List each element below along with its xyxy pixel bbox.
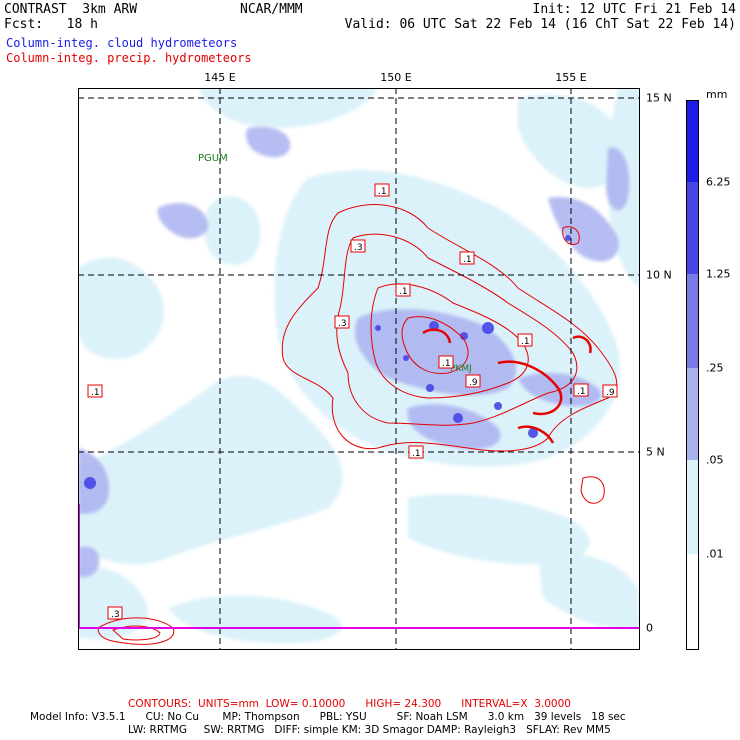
colorbar-band <box>686 182 699 274</box>
contour-label: .9 <box>606 388 615 398</box>
model-title: CONTRAST 3km ARW <box>4 2 138 17</box>
forecast-hour: Fcst: 18 h <box>4 17 98 32</box>
contour-mid <box>336 233 578 426</box>
contour-field-label: Column-integ. precip. hydrometeors <box>6 51 252 65</box>
station-pkmj: PKMJ <box>450 364 472 374</box>
contour-heavy-south <box>517 425 555 444</box>
contour-label: .1 <box>412 449 421 459</box>
contour-heavy-center <box>422 328 452 344</box>
colorbar-band <box>686 100 699 182</box>
contour-core <box>401 316 469 375</box>
contour-label: .9 <box>469 378 478 388</box>
colorbar-band <box>686 274 699 368</box>
contour-label: .1 <box>442 359 451 369</box>
institution-label: NCAR/MMM <box>240 2 303 17</box>
colorbar-unit: mm <box>706 88 728 101</box>
precip-contours <box>97 204 618 645</box>
contour-label: .3 <box>354 243 363 253</box>
colorbar-level: .25 <box>706 361 724 375</box>
lat-label-0: 0 <box>646 621 653 635</box>
contour-label: .1 <box>577 387 586 397</box>
graticule <box>78 88 640 650</box>
lon-label-155: 155 E <box>555 71 587 84</box>
contour-heavy-northeast <box>572 335 592 354</box>
colorbar <box>686 100 699 650</box>
lat-label-5n: 5 N <box>646 445 665 459</box>
contour-northeast <box>562 226 580 245</box>
contour-label: .1 <box>399 287 408 297</box>
contour-label: .1 <box>91 388 100 398</box>
contour-label: .1 <box>521 337 530 347</box>
precip-contours-heavy <box>422 328 592 444</box>
contour-label: .1 <box>378 187 387 197</box>
colorbar-band <box>686 368 699 460</box>
contour-info: CONTOURS: UNITS=mm LOW= 0.10000 HIGH= 24… <box>128 698 571 710</box>
colorbar-level: .05 <box>706 453 724 467</box>
contour-label: .1 <box>463 255 472 265</box>
lat-label-15n: 15 N <box>646 91 672 105</box>
model-info-line1: Model Info: V3.5.1 CU: No Cu MP: Thompso… <box>30 711 626 723</box>
contour-southwest-inner <box>112 625 161 641</box>
valid-time: Valid: 06 UTC Sat 22 Feb 14 (16 ChT Sat … <box>344 17 736 32</box>
map-frame <box>78 88 640 650</box>
colorbar-band <box>686 460 699 554</box>
forecast-map: PGUM PKMJ .1 .3 .1 .3 .1 .9 .1 .9 .1 .1 … <box>78 88 640 650</box>
contour-southwest-outer <box>97 617 175 645</box>
contour-label: .3 <box>338 319 347 329</box>
contour-label: .3 <box>111 610 120 620</box>
contour-outer <box>281 204 618 452</box>
colorbar-frame <box>686 100 699 650</box>
contour-value-labels: .1 .3 .1 .3 .1 .9 .1 .9 .1 .1 .3 .1 .1 <box>87 183 618 620</box>
colorbar-level: 1.25 <box>706 267 731 281</box>
contour-inner <box>370 283 529 399</box>
init-time: Init: 12 UTC Fri 21 Feb 14 <box>532 2 737 17</box>
contour-heavy-east <box>497 360 563 416</box>
colorbar-level: 6.25 <box>706 175 731 189</box>
contour-southeast <box>580 476 605 504</box>
model-info-line2: LW: RRTMG SW: RRTMG DIFF: simple KM: 3D … <box>128 724 611 736</box>
lon-label-150: 150 E <box>380 71 412 84</box>
lat-label-10n: 10 N <box>646 268 672 282</box>
station-pgum: PGUM <box>198 153 228 164</box>
colorbar-level: .01 <box>706 547 724 561</box>
shaded-field-label: Column-integ. cloud hydrometeors <box>6 36 238 50</box>
colorbar-band <box>686 554 699 650</box>
lon-label-145: 145 E <box>204 71 236 84</box>
